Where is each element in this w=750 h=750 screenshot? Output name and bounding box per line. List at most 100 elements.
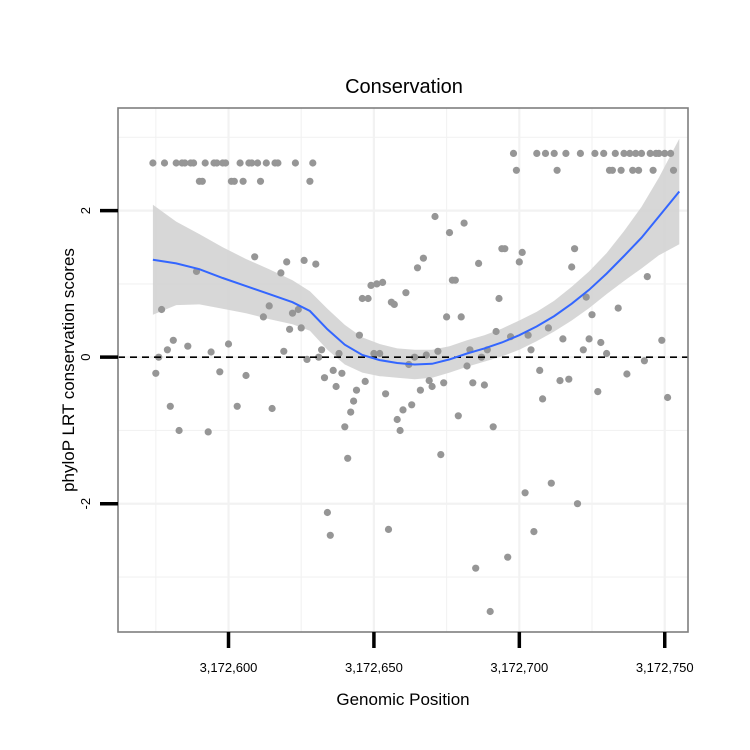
- data-point: [291, 159, 299, 167]
- data-point: [152, 369, 160, 377]
- data-point: [190, 159, 198, 167]
- data-point: [562, 149, 570, 157]
- data-point: [402, 289, 410, 297]
- data-point: [669, 166, 678, 174]
- data-point: [460, 219, 468, 227]
- data-point: [515, 258, 523, 266]
- data-point: [175, 426, 183, 435]
- data-point: [646, 149, 654, 157]
- data-point: [393, 415, 401, 424]
- data-point: [300, 256, 308, 264]
- data-point: [382, 390, 390, 398]
- data-point: [451, 276, 459, 284]
- data-point: [344, 454, 352, 462]
- data-point: [364, 294, 372, 303]
- data-point: [573, 500, 582, 508]
- data-point: [588, 311, 596, 319]
- data-point: [594, 388, 602, 396]
- data-point: [297, 324, 305, 332]
- data-point: [280, 347, 288, 355]
- data-point: [608, 166, 617, 174]
- data-point: [489, 423, 497, 431]
- data-point: [312, 260, 320, 268]
- data-point: [172, 159, 180, 167]
- data-point: [181, 159, 189, 167]
- data-point: [361, 377, 369, 385]
- data-point: [370, 349, 378, 358]
- data-point: [198, 177, 206, 185]
- data-point: [411, 353, 419, 361]
- data-point: [338, 369, 346, 377]
- data-point: [530, 528, 538, 536]
- data-point: [620, 149, 628, 157]
- data-point: [163, 346, 171, 354]
- data-point: [527, 346, 535, 354]
- data-point: [600, 149, 608, 157]
- data-point: [413, 264, 422, 272]
- data-point: [576, 149, 585, 157]
- data-point: [315, 353, 323, 361]
- data-point: [390, 300, 398, 308]
- data-point: [160, 159, 169, 167]
- x-axis-title: Genomic Position: [336, 690, 469, 709]
- data-point: [239, 177, 247, 185]
- data-point: [536, 366, 544, 374]
- data-point: [329, 366, 337, 374]
- data-point: [454, 412, 462, 420]
- data-point: [265, 302, 273, 310]
- data-point: [469, 379, 477, 387]
- data-point: [224, 340, 233, 348]
- data-point: [541, 149, 550, 157]
- data-point: [399, 406, 407, 414]
- data-point: [294, 305, 302, 314]
- data-point: [216, 368, 224, 376]
- data-point: [335, 349, 343, 358]
- data-point: [396, 426, 404, 435]
- data-point: [649, 166, 657, 174]
- data-point: [355, 331, 363, 339]
- data-point: [495, 294, 503, 303]
- data-point: [614, 304, 622, 312]
- data-point: [288, 309, 297, 317]
- data-point: [611, 149, 619, 157]
- data-point: [341, 423, 349, 431]
- data-point: [626, 149, 634, 157]
- data-point: [539, 395, 547, 403]
- data-point: [416, 386, 424, 394]
- data-point: [637, 149, 646, 157]
- data-point: [213, 159, 221, 167]
- data-point: [428, 382, 436, 391]
- data-point: [347, 408, 355, 416]
- data-point: [352, 386, 361, 394]
- data-point: [603, 349, 611, 358]
- data-point: [376, 349, 384, 358]
- chart-title: Conservation: [345, 76, 463, 98]
- data-point: [632, 149, 640, 157]
- data-point: [582, 293, 590, 301]
- data-point: [475, 259, 483, 267]
- data-point: [222, 159, 230, 167]
- data-point: [597, 338, 605, 347]
- data-point: [623, 370, 631, 378]
- data-point: [309, 159, 317, 167]
- data-point: [286, 325, 294, 333]
- data-point: [445, 229, 454, 237]
- data-point: [518, 248, 526, 256]
- data-point: [486, 607, 494, 616]
- y-tick-label: 2: [78, 207, 93, 214]
- data-point: [629, 166, 637, 174]
- data-point: [277, 269, 285, 277]
- data-point: [457, 313, 465, 321]
- data-point: [463, 362, 471, 370]
- data-point: [259, 313, 267, 321]
- data-point: [323, 508, 331, 517]
- data-point: [472, 564, 480, 572]
- data-point: [204, 428, 212, 436]
- data-point: [667, 149, 675, 157]
- data-point: [565, 375, 573, 383]
- data-point: [559, 335, 567, 343]
- data-point: [658, 336, 666, 344]
- data-point: [571, 245, 579, 253]
- data-point: [425, 377, 433, 385]
